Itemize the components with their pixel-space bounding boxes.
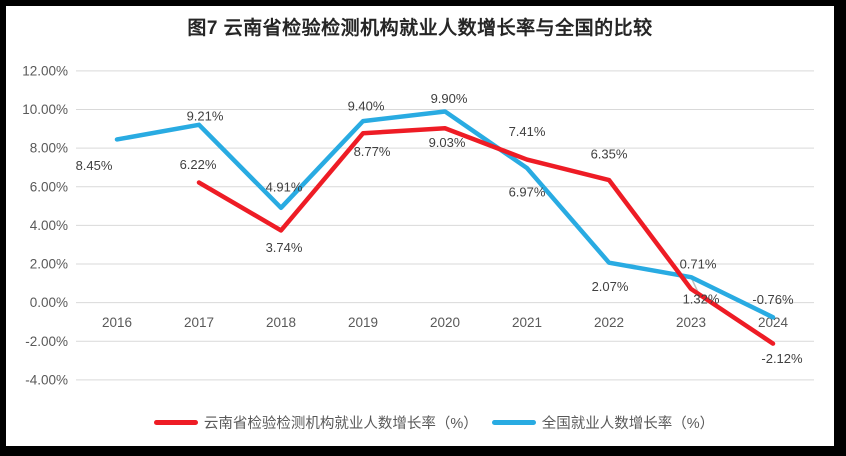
x-axis-tick-label: 2022 <box>594 315 624 330</box>
y-axis-tick-label: 12.00% <box>22 63 68 78</box>
y-axis-tick-label: 0.00% <box>30 295 68 310</box>
chart-background <box>6 6 834 446</box>
x-axis-tick-label: 2021 <box>512 315 542 330</box>
y-axis-tick-label: -2.00% <box>25 334 68 349</box>
series-line-1 <box>114 109 776 320</box>
legend-label-national: 全国就业人数增长率（%） <box>541 415 715 432</box>
legend-item-national: 全国就业人数增长率（%） <box>491 412 715 433</box>
data-point-label: 3.74% <box>266 240 303 255</box>
data-point-label: 9.21% <box>187 108 224 123</box>
legend-swatch-national-line <box>491 419 536 425</box>
data-point-label: 6.35% <box>591 147 628 162</box>
data-point-label: 9.03% <box>429 135 466 150</box>
x-axis-tick-label: 2017 <box>184 315 214 330</box>
chart-title: 图7 云南省检验检测机构就业人数增长率与全国的比较 <box>187 18 653 39</box>
data-point-label: 2.07% <box>592 279 629 294</box>
data-point-label: -2.12% <box>761 351 803 366</box>
x-axis-tick-label: 2019 <box>348 315 378 330</box>
y-axis-tick-label: 6.00% <box>30 179 68 194</box>
data-point-label: -0.76% <box>752 292 794 307</box>
x-axis-tick-label: 2023 <box>676 315 706 330</box>
x-axis-tick-label: 2016 <box>102 315 132 330</box>
data-point-label: 9.90% <box>431 91 468 106</box>
y-axis-tick-label: 2.00% <box>30 257 68 272</box>
y-axis-tick-label: -4.00% <box>25 372 68 387</box>
x-axis-tick-label: 2024 <box>758 315 789 330</box>
series-line-0 <box>196 126 776 346</box>
chart-legend: 云南省检验检测机构就业人数增长率（%） 全国就业人数增长率（%） <box>20 406 846 438</box>
y-axis-tick-label: 10.00% <box>22 102 68 117</box>
data-point-label: 4.91% <box>266 179 303 194</box>
x-axis-tick-label: 2020 <box>430 315 460 330</box>
legend-label-yunnan: 云南省检验检测机构就业人数增长率（%） <box>203 415 478 432</box>
data-point-label: 8.45% <box>76 158 113 173</box>
data-point-label: 9.40% <box>348 99 385 114</box>
data-point-label: 7.41% <box>509 124 546 139</box>
data-point-label: 8.77% <box>354 144 391 159</box>
data-point-label: 6.97% <box>509 185 546 200</box>
legend-item-yunnan: 云南省检验检测机构就业人数增长率（%） <box>153 412 478 433</box>
x-axis-tick-label: 2018 <box>266 315 296 330</box>
data-point-label: 6.22% <box>180 157 217 172</box>
y-axis-tick-label: 8.00% <box>30 141 68 156</box>
data-point-label: 1.32% <box>683 292 720 307</box>
data-point-label: 0.71% <box>680 256 717 271</box>
legend-swatch-yunnan-line <box>153 419 198 425</box>
y-axis-tick-label: 4.00% <box>30 218 68 233</box>
